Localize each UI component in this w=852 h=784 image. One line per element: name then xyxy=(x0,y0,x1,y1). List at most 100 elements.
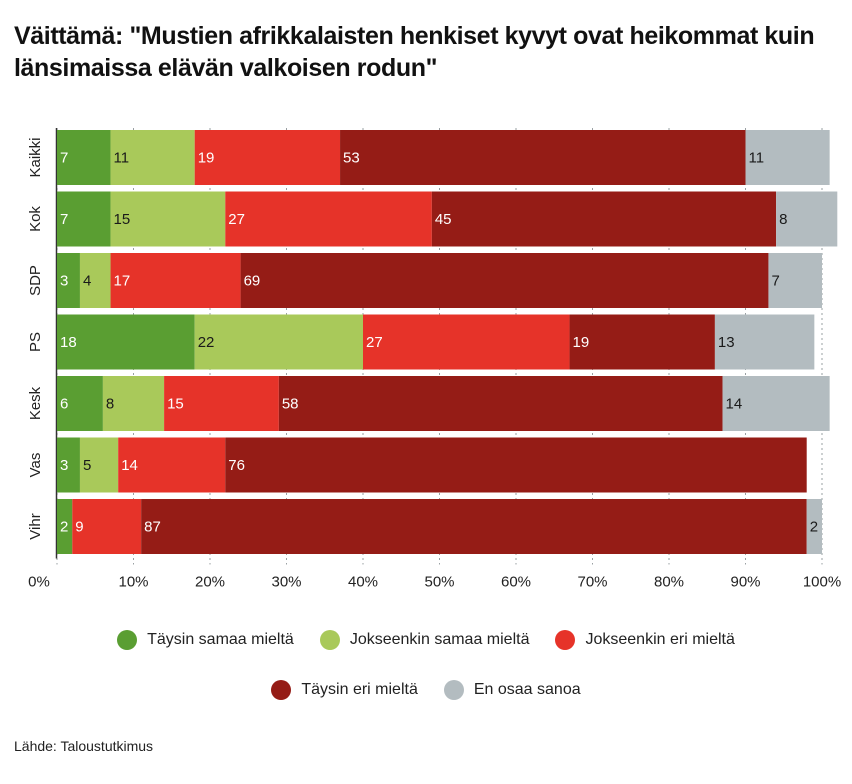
data-label: 19 xyxy=(573,334,590,351)
legend-item: Jokseenkin samaa mieltä xyxy=(319,630,530,650)
bar-segment xyxy=(776,191,838,247)
data-label: 3 xyxy=(60,457,68,474)
data-label: 3 xyxy=(60,273,68,290)
bar-segment xyxy=(102,376,165,431)
data-label: 14 xyxy=(726,396,743,413)
data-label: 14 xyxy=(121,457,138,474)
bar-segment xyxy=(110,130,195,185)
bar-segment xyxy=(57,499,73,554)
grid-lines xyxy=(55,128,823,565)
bar-segment xyxy=(806,499,822,554)
legend-label: Jokseenkin eri mieltä xyxy=(585,631,735,648)
data-label: 7 xyxy=(771,273,779,290)
data-label: 11 xyxy=(749,150,765,167)
bars xyxy=(57,130,838,554)
chart-title: Väittämä: "Mustien afrikkalaisten henkis… xyxy=(14,22,815,82)
stacked-bar-chart: 7 11 19 53 117 15 27 45 83 4 17 69 718 22 27 19 136 8 15 58… xyxy=(27,128,841,591)
x-tick-label: 60% xyxy=(501,574,531,591)
bar-segment xyxy=(768,253,822,308)
data-label: 15 xyxy=(114,211,131,228)
x-tick-label: 50% xyxy=(424,574,454,591)
data-label: 18 xyxy=(60,334,77,351)
bar-segment xyxy=(745,130,830,185)
legend-item: Jokseenkin eri mieltä xyxy=(555,630,735,650)
bar-segment xyxy=(79,437,119,493)
data-label: 15 xyxy=(167,396,184,413)
bar-segment xyxy=(194,314,363,370)
data-label: 22 xyxy=(198,334,215,351)
bar-segment xyxy=(110,253,241,308)
bar-segment xyxy=(431,191,777,247)
legend-row: Täysin samaa mieltä Jokseenkin samaa miel… xyxy=(0,630,852,650)
x-tick-label: 40% xyxy=(348,574,378,591)
x-tick-label: 90% xyxy=(730,574,760,591)
category-labels: Kaikki Kok SDP PS Kesk Vas Vihr xyxy=(27,137,44,539)
legend-swatch xyxy=(117,630,138,650)
bar-segment xyxy=(164,376,279,431)
legend-item: Täysin eri mieltä xyxy=(271,680,418,700)
bar-segment xyxy=(79,253,111,308)
data-label: 2 xyxy=(60,519,68,536)
bar-segment xyxy=(118,437,226,493)
bar-segment xyxy=(569,314,715,370)
legend-label: Täysin eri mieltä xyxy=(301,681,418,698)
legend-swatch xyxy=(271,680,292,700)
legend-label: Jokseenkin samaa mieltä xyxy=(349,631,530,648)
data-label: 17 xyxy=(114,273,131,290)
data-label: 87 xyxy=(144,519,161,536)
data-label: 53 xyxy=(343,150,360,167)
x-tick-label: 70% xyxy=(577,574,607,591)
bar-segment xyxy=(57,314,195,370)
data-label: 6 xyxy=(60,396,68,413)
bar-segment xyxy=(57,130,111,185)
x-tick-label: 80% xyxy=(654,574,684,591)
bar-segment xyxy=(72,499,142,554)
data-label: 11 xyxy=(114,150,130,167)
bar-segment xyxy=(57,376,103,431)
data-label: 7 xyxy=(60,211,68,228)
legend-swatch xyxy=(443,680,464,700)
category-label: PS xyxy=(27,332,44,352)
data-label: 27 xyxy=(228,211,245,228)
bar-segment xyxy=(110,191,226,247)
x-tick-label: 20% xyxy=(195,574,225,591)
category-label: SDP xyxy=(27,265,44,296)
data-label: 8 xyxy=(779,211,787,228)
data-label: 7 xyxy=(60,150,68,167)
bar-segment xyxy=(278,376,723,431)
bar-segment xyxy=(141,499,807,554)
bar-segment xyxy=(57,437,80,493)
bar-segment xyxy=(57,253,80,308)
x-tick-label: 30% xyxy=(271,574,301,591)
legend-label: Täysin samaa mieltä xyxy=(147,631,294,648)
bar-segment xyxy=(225,191,432,247)
bar-segment xyxy=(240,253,769,308)
data-label: 4 xyxy=(83,273,91,290)
legend-swatch xyxy=(555,630,576,650)
bar-segment xyxy=(722,376,830,431)
category-label: Kesk xyxy=(27,386,44,420)
legend-row: Täysin eri mieltä En osaa sanoa xyxy=(0,680,852,700)
category-label: Vas xyxy=(27,453,44,478)
legend-item: En osaa sanoa xyxy=(443,680,581,700)
category-label: Kok xyxy=(27,206,44,232)
bar-segment xyxy=(57,191,111,247)
x-tick-label: 100% xyxy=(803,574,841,591)
category-label: Kaikki xyxy=(27,137,44,177)
source-note: Lähde: Taloustutkimus xyxy=(14,738,154,754)
bar-segment xyxy=(225,437,807,493)
data-label: 45 xyxy=(435,211,452,228)
data-label: 76 xyxy=(228,457,245,474)
data-label: 13 xyxy=(718,334,735,351)
data-label: 58 xyxy=(282,396,299,413)
data-label: 19 xyxy=(198,150,215,167)
segment-labels: 7 11 19 53 117 15 27 45 83 4 17 69 718 22 27 19 136 8 15 58… xyxy=(60,150,818,536)
bar-segment xyxy=(714,314,815,370)
data-label: 9 xyxy=(75,519,83,536)
data-label: 69 xyxy=(244,273,261,290)
data-label: 27 xyxy=(366,334,383,351)
data-label: 5 xyxy=(83,457,91,474)
legend-item: Täysin samaa mieltä xyxy=(117,630,294,650)
bar-segment xyxy=(194,130,341,185)
data-label: 8 xyxy=(106,396,114,413)
